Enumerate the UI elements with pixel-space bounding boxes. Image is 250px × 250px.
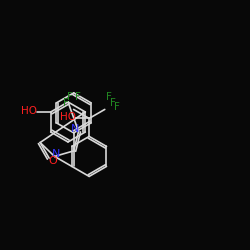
Text: O: O [49, 156, 58, 166]
Text: F: F [114, 102, 120, 113]
Text: F: F [106, 92, 112, 102]
Text: N: N [52, 150, 61, 160]
Text: N: N [71, 124, 80, 134]
Text: HO: HO [60, 112, 76, 122]
Text: F: F [110, 98, 116, 108]
Text: F: F [67, 92, 72, 102]
Text: HO: HO [21, 106, 37, 116]
Text: F: F [63, 98, 68, 108]
Text: F: F [75, 92, 80, 102]
